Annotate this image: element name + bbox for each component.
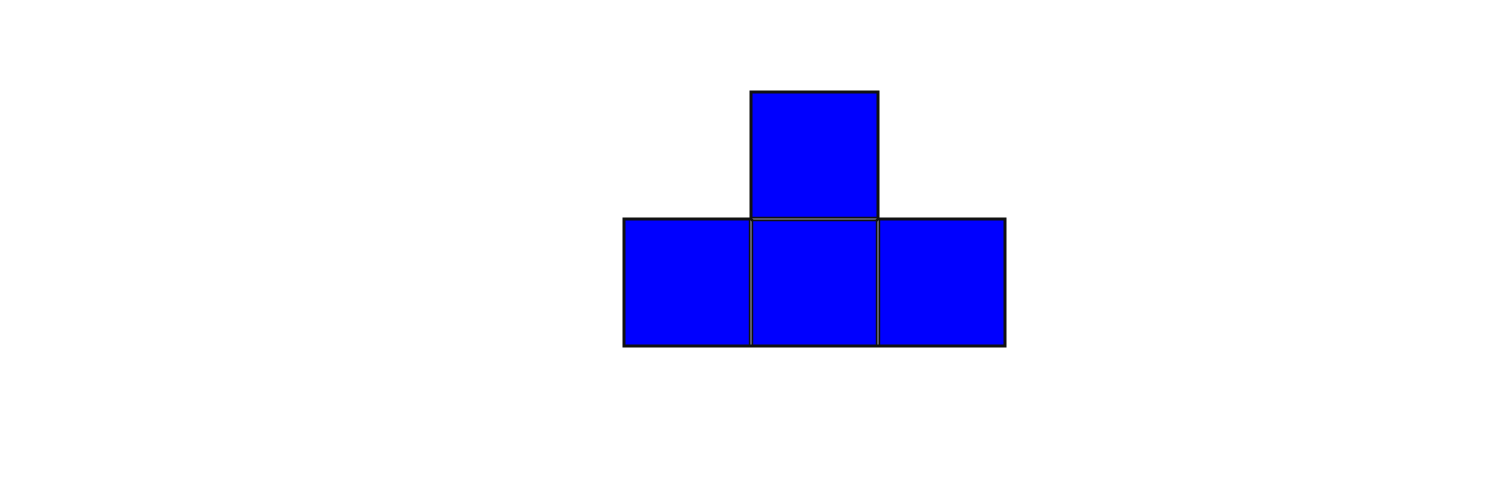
shape-outline: [622, 90, 1007, 348]
cell-bottom-center: [749, 217, 880, 348]
cells-group: [622, 90, 1007, 348]
cell-bottom-right: [876, 217, 1007, 348]
cell-top: [749, 90, 880, 221]
cell-bottom-left: [622, 217, 753, 348]
